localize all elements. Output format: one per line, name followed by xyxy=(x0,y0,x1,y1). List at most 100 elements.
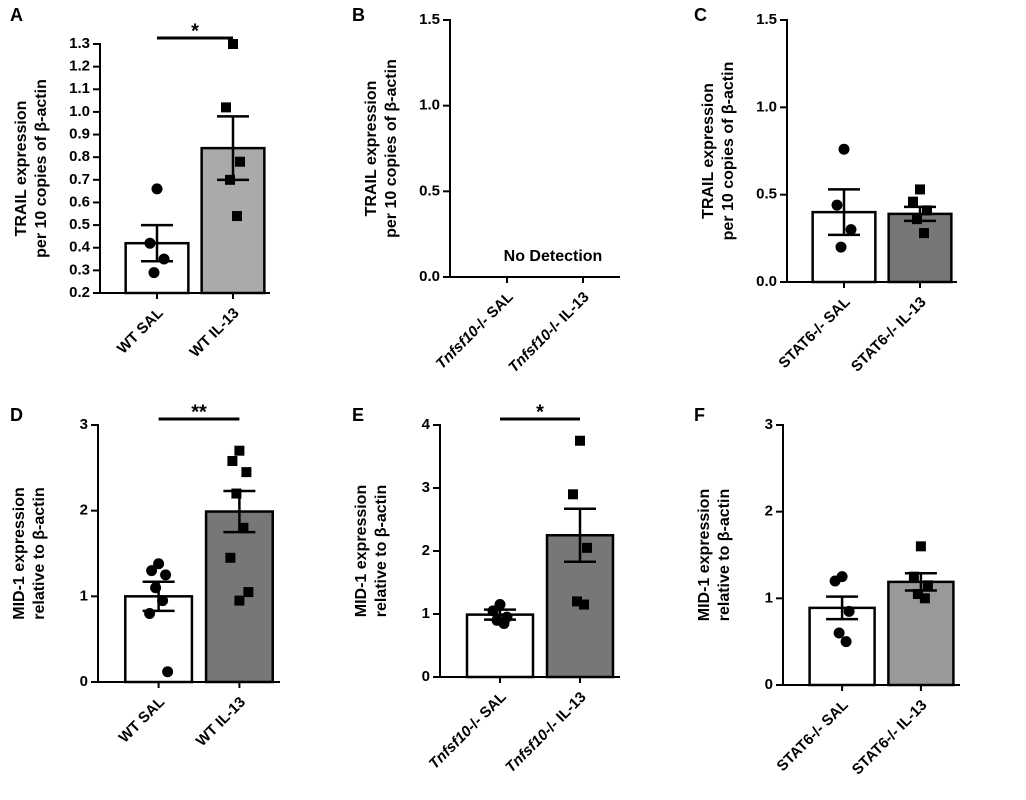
y-axis-label: per 10 copies of β-actin xyxy=(33,79,50,258)
panel-label: D xyxy=(10,405,23,425)
y-axis-label: TRAIL expression xyxy=(13,101,30,237)
data-point xyxy=(221,102,231,113)
data-point xyxy=(227,455,238,466)
x-tick-label: Tnfsf10-/- SAL xyxy=(426,689,510,773)
y-tick-label: 0.0 xyxy=(419,268,440,285)
data-point xyxy=(838,143,850,155)
data-point xyxy=(835,241,847,253)
y-axis-label: relative to β-actin xyxy=(31,487,48,619)
data-point xyxy=(829,575,841,587)
x-tick-label-italic: Tnfsf10 xyxy=(502,726,552,776)
data-point xyxy=(908,571,919,582)
data-point xyxy=(144,607,156,619)
data-point xyxy=(915,184,925,195)
y-tick-label: 0.7 xyxy=(69,171,90,188)
x-tick-label-rest: -/- IL-13 xyxy=(540,689,590,739)
y-tick-label: 1.2 xyxy=(69,58,90,75)
data-point xyxy=(487,605,499,617)
y-tick-label: 0.8 xyxy=(69,148,90,165)
data-point xyxy=(922,580,933,591)
y-axis-label: MID-1 expression xyxy=(11,487,28,619)
y-tick-label: 4 xyxy=(422,416,431,433)
data-point xyxy=(579,599,589,610)
panel-label: B xyxy=(352,5,365,25)
x-tick-label-italic: Tnfsf10 xyxy=(426,722,476,772)
data-point xyxy=(231,488,242,499)
data-point xyxy=(915,541,926,552)
data-point xyxy=(840,636,852,648)
y-tick-label: 0.0 xyxy=(756,273,777,290)
y-tick-label: 1 xyxy=(422,605,430,622)
data-point xyxy=(243,587,254,598)
data-point xyxy=(582,542,592,553)
y-tick-label: 2 xyxy=(422,542,430,559)
data-point xyxy=(162,666,174,678)
data-point xyxy=(146,565,158,577)
x-tick-label-italic: Tnfsf10 xyxy=(433,322,483,372)
data-point xyxy=(494,599,506,611)
x-tick-label: Tnfsf10-/- IL-13 xyxy=(505,289,592,376)
data-point xyxy=(160,569,172,581)
y-tick-label: 2 xyxy=(80,502,88,519)
x-tick-label: WT SAL xyxy=(116,694,169,747)
data-point xyxy=(908,196,918,207)
data-point xyxy=(241,467,252,478)
panel-label: F xyxy=(694,405,705,425)
data-point xyxy=(833,627,845,639)
y-tick-label: 3 xyxy=(765,416,773,433)
bar xyxy=(465,613,535,679)
y-tick-label: 1.5 xyxy=(756,11,777,28)
data-point xyxy=(153,558,165,570)
data-point xyxy=(235,156,245,167)
y-tick-label: 1 xyxy=(80,587,88,604)
y-tick-label: 2 xyxy=(765,503,773,520)
data-point xyxy=(498,617,510,629)
data-point xyxy=(144,237,156,249)
y-tick-label: 0 xyxy=(765,676,773,693)
x-tick-label: STAT6-/- IL-13 xyxy=(849,697,931,779)
y-tick-label: 1.3 xyxy=(69,35,90,52)
y-tick-label: 0.5 xyxy=(756,186,777,203)
y-axis-label: TRAIL expression xyxy=(363,81,380,217)
bar xyxy=(887,212,953,284)
data-point xyxy=(234,445,245,456)
error-bar xyxy=(826,595,859,621)
error-bar xyxy=(564,507,596,563)
y-tick-label: 0.2 xyxy=(69,284,90,301)
x-tick-label-rest: -/- SAL xyxy=(463,689,509,735)
y-tick-label: 1.1 xyxy=(69,80,90,97)
data-point xyxy=(228,39,238,49)
significance-label: * xyxy=(536,401,544,423)
y-axis-label: per 10 copies of β-actin xyxy=(383,59,400,238)
panel-label: A xyxy=(10,5,23,25)
data-point xyxy=(919,228,929,239)
annotation: No Detection xyxy=(504,248,603,265)
y-tick-label: 1.0 xyxy=(69,103,90,120)
y-axis-label: MID-1 expression xyxy=(696,489,713,621)
x-tick-label: STAT6-/- IL-13 xyxy=(848,294,930,376)
x-tick-label-rest: -/- IL-13 xyxy=(543,289,593,339)
data-point xyxy=(572,596,582,607)
panel-label: C xyxy=(694,5,707,25)
data-point xyxy=(232,211,242,222)
x-tick-label: Tnfsf10-/- IL-13 xyxy=(502,689,589,776)
y-tick-label: 0.6 xyxy=(69,193,90,210)
y-tick-label: 3 xyxy=(80,416,88,433)
data-point xyxy=(568,489,578,500)
x-tick-label: WT SAL xyxy=(114,305,167,358)
data-point xyxy=(831,199,843,211)
y-tick-label: 0.3 xyxy=(69,261,90,278)
x-tick-label: WT IL-13 xyxy=(193,694,249,750)
y-axis-label: relative to β-actin xyxy=(716,489,733,621)
data-point xyxy=(845,224,857,236)
data-point xyxy=(912,589,923,599)
significance-label: * xyxy=(191,20,199,42)
y-tick-label: 1 xyxy=(765,589,773,606)
data-point xyxy=(150,582,162,594)
data-point xyxy=(225,552,236,563)
panel-label: E xyxy=(352,405,364,425)
y-tick-label: 1.0 xyxy=(419,97,440,114)
data-point xyxy=(912,214,922,225)
y-axis-label: MID-1 expression xyxy=(353,485,370,617)
